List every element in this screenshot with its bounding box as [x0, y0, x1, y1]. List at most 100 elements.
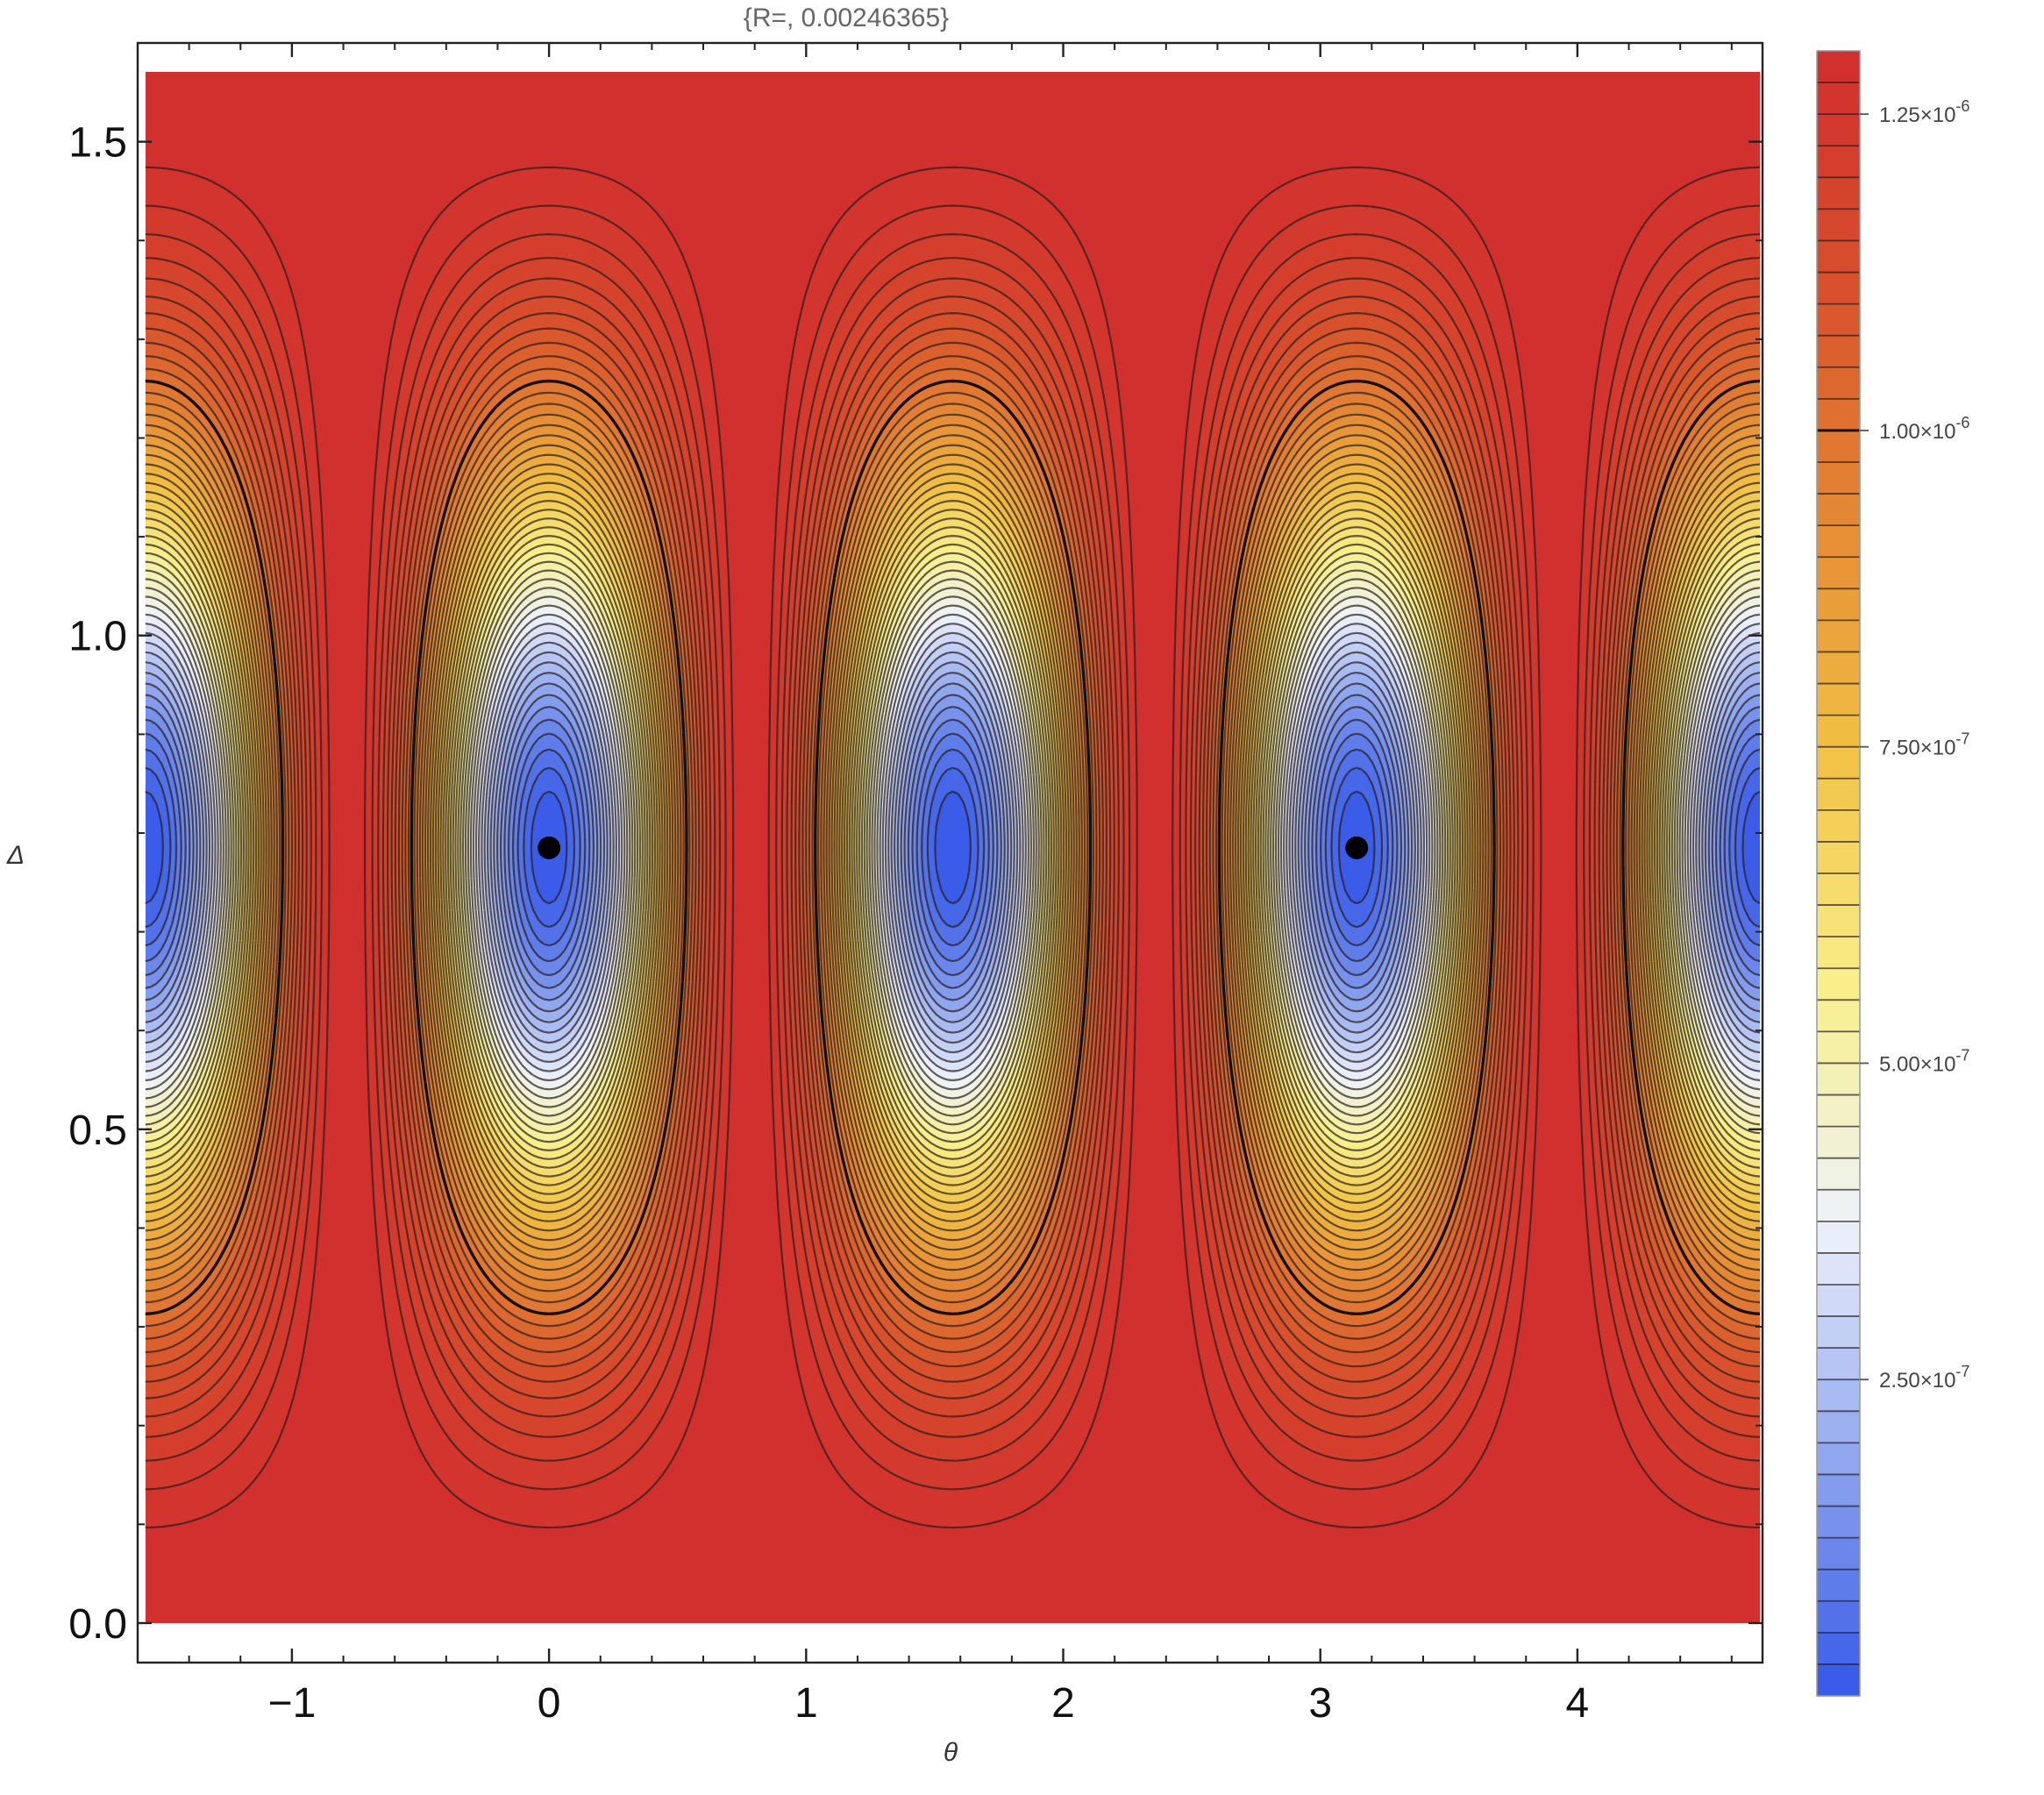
contour-line-15	[145, 613, 1761, 1082]
chart-title: {R=, 0.00246365}	[744, 4, 949, 32]
colorbar-band	[1817, 841, 1860, 874]
contour-line-5	[145, 718, 1761, 977]
colorbar-band	[1817, 1000, 1860, 1032]
colorbar-band	[1817, 209, 1860, 242]
colorbar-band	[1817, 367, 1860, 400]
contour-line-20	[145, 569, 1761, 1126]
contour-line-10	[145, 661, 1761, 1034]
colorbar-band	[1817, 1285, 1860, 1317]
colorbar-tick-label: 1.25×10-6	[1879, 97, 1969, 127]
contour-line-8	[145, 682, 1761, 1013]
y-tick-label: 1.0	[68, 614, 127, 660]
contour-line-48	[145, 257, 1761, 1438]
plot-frame	[136, 41, 1764, 1664]
colorbar-frame	[1816, 50, 1861, 1697]
colorbar-band	[1817, 398, 1860, 431]
colorbar-band	[1817, 494, 1860, 526]
contour-line-16	[145, 604, 1761, 1091]
y-tick-label: 1.5	[68, 120, 127, 167]
x-tick-label: 4	[1566, 1680, 1590, 1727]
contour-line-38	[145, 402, 1761, 1293]
colorbar-tick-label: 5.00×10-7	[1879, 1046, 1969, 1076]
contour-line-51	[145, 166, 1761, 1529]
colorbar-band	[1817, 1189, 1860, 1222]
colorbar-band	[1817, 968, 1860, 1001]
contour-line-29	[145, 490, 1761, 1204]
colorbar-band	[1817, 51, 1860, 83]
contour-line-36	[145, 424, 1761, 1271]
colorbar-band	[1817, 114, 1860, 146]
colorbar-band	[1817, 1411, 1860, 1443]
contour-line-4	[145, 732, 1761, 963]
colorbar-band	[1817, 1221, 1860, 1254]
contour-line-14	[145, 623, 1761, 1072]
contour-line-46	[145, 296, 1761, 1400]
contour-line-3	[145, 748, 1761, 947]
x-axis-label: θ	[944, 1738, 958, 1767]
colorbar-band	[1817, 1569, 1860, 1602]
contour-line-34	[145, 444, 1761, 1251]
colorbar-band	[1817, 1252, 1860, 1286]
contour-lines	[145, 166, 1761, 1529]
colorbar-band	[1817, 620, 1860, 653]
contour-line-12	[145, 641, 1761, 1054]
x-tick-label: 1	[794, 1680, 818, 1727]
contour-line-26	[145, 517, 1761, 1178]
colorbar-band	[1817, 177, 1860, 210]
contour-line-21	[145, 560, 1761, 1135]
contour-line-9	[145, 672, 1761, 1023]
colorbar-band	[1817, 715, 1860, 748]
contour-line-17	[145, 595, 1761, 1100]
colorbar-band	[1817, 1632, 1860, 1665]
contour-line-50	[145, 204, 1761, 1491]
colorbar-band	[1817, 778, 1860, 811]
colorbar-band	[1817, 557, 1860, 589]
contour-line-31	[145, 473, 1761, 1222]
contour-line-41	[145, 367, 1761, 1328]
colorbar-band	[1817, 905, 1860, 937]
contour-line-39	[145, 391, 1761, 1304]
colorbar-band	[1817, 525, 1860, 558]
contour-line-28	[145, 500, 1761, 1195]
contour-line-45	[145, 312, 1761, 1383]
contour-line-18	[145, 587, 1761, 1108]
contour-line-33	[145, 453, 1761, 1242]
contour-line-24	[145, 535, 1761, 1160]
contour-line-1	[145, 790, 1761, 905]
colorbar-band	[1817, 335, 1860, 368]
x-tick-label: −1	[268, 1680, 317, 1727]
colorbar-band	[1817, 1379, 1860, 1412]
contour-line-19	[145, 578, 1761, 1117]
colorbar-band	[1817, 937, 1860, 969]
contour-line-43	[145, 341, 1761, 1354]
colorbar-band	[1817, 1537, 1860, 1571]
colorbar-band	[1817, 1663, 1860, 1697]
contour-line-13	[145, 631, 1761, 1064]
colorbar-band	[1817, 1126, 1860, 1159]
contour-line-23	[145, 543, 1761, 1151]
colorbar-band	[1817, 809, 1860, 843]
contour-line-40	[145, 379, 1761, 1315]
contour-line-22	[145, 552, 1761, 1143]
colorbar-tick-label: 7.50×10-7	[1879, 730, 1969, 760]
colorbar: 2.50×10-7 5.00×10-7 7.50×10-7 1.00×10-6 1.25…	[1816, 50, 1969, 1697]
equilibrium-points	[538, 836, 1369, 859]
contour-line-37	[145, 413, 1761, 1282]
contour-line-6	[145, 706, 1761, 989]
colorbar-band	[1817, 1316, 1860, 1349]
contour-line-27	[145, 509, 1761, 1186]
equilibrium-point-1	[538, 836, 561, 859]
colorbar-band	[1817, 1063, 1860, 1096]
contour-line-47	[145, 277, 1761, 1418]
colorbar-band	[1817, 240, 1860, 274]
x-tick-label: 2	[1051, 1680, 1075, 1727]
colorbar-band	[1817, 683, 1860, 716]
contour-line-2	[145, 766, 1761, 929]
colorbar-band	[1817, 1094, 1860, 1128]
colorbar-tick-label: 1.00×10-6	[1879, 414, 1969, 444]
colorbar-band	[1817, 430, 1860, 463]
colorbar-band	[1817, 1506, 1860, 1539]
colorbar-band	[1817, 873, 1860, 906]
x-tick-label: 0	[538, 1680, 561, 1727]
